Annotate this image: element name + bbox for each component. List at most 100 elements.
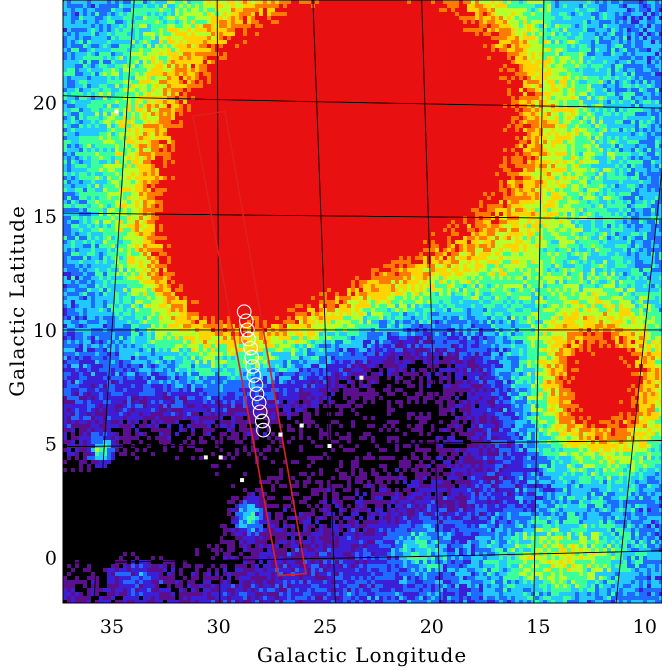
heatmap-cell — [115, 100, 119, 104]
heatmap-cell — [131, 116, 135, 120]
heatmap-cell — [555, 28, 559, 32]
heatmap-cell — [631, 128, 635, 132]
heatmap-cell — [283, 112, 287, 116]
heatmap-cell — [491, 108, 495, 112]
heatmap-cell — [455, 8, 459, 12]
heatmap-cell — [175, 116, 179, 120]
heatmap-cell — [631, 120, 635, 124]
heatmap-cell — [619, 76, 623, 80]
heatmap-cell — [331, 36, 335, 40]
heatmap-cell — [567, 56, 571, 60]
heatmap-cell — [427, 116, 431, 120]
heatmap-cell — [259, 56, 263, 60]
heatmap-cell — [431, 72, 435, 76]
heatmap-cell — [371, 68, 375, 72]
heatmap-cell — [647, 24, 651, 28]
heatmap-cell — [203, 68, 207, 72]
heatmap-cell — [135, 76, 139, 80]
heatmap-cell — [599, 12, 603, 16]
heatmap-cell — [327, 68, 331, 72]
heatmap-cell — [527, 56, 531, 60]
heatmap-cell — [483, 100, 487, 104]
heatmap-cell — [527, 108, 531, 112]
heatmap-cell — [571, 80, 575, 84]
heatmap-cell — [595, 48, 599, 52]
heatmap-cell — [511, 60, 515, 64]
heatmap-cell — [107, 36, 111, 40]
heatmap-cell — [435, 96, 439, 100]
heatmap-cell — [127, 40, 131, 44]
heatmap-cell — [103, 24, 107, 28]
heatmap-cell — [155, 12, 159, 16]
heatmap-cell — [67, 72, 71, 76]
heatmap-cell — [167, 12, 171, 16]
heatmap-cell — [535, 120, 539, 124]
heatmap-cell — [119, 32, 123, 36]
heatmap-cell — [331, 44, 335, 48]
heatmap-cell — [375, 76, 379, 80]
heatmap-cell — [267, 92, 271, 96]
heatmap-cell — [135, 124, 139, 128]
heatmap-cell — [359, 48, 363, 52]
heatmap-cell — [443, 120, 447, 124]
heatmap-cell — [431, 12, 435, 16]
heatmap-cell — [147, 40, 151, 44]
heatmap-cell — [587, 108, 591, 112]
heatmap-cell — [443, 92, 447, 96]
heatmap-cell — [379, 128, 383, 132]
heatmap-cell — [407, 96, 411, 100]
heatmap-cell — [107, 108, 111, 112]
heatmap-cell — [127, 0, 131, 4]
heatmap-cell — [235, 116, 239, 120]
heatmap-cell — [275, 120, 279, 124]
heatmap-cell — [403, 96, 407, 100]
heatmap-cell — [255, 20, 259, 24]
heatmap-cell — [227, 88, 231, 92]
heatmap-cell — [179, 48, 183, 52]
heatmap-cell — [207, 116, 211, 120]
heatmap-cell — [95, 32, 99, 36]
heatmap-cell — [119, 60, 123, 64]
heatmap-cell — [627, 88, 631, 92]
heatmap-cell — [607, 108, 611, 112]
heatmap-cell — [411, 88, 415, 92]
heatmap-cell — [407, 36, 411, 40]
heatmap-cell — [587, 120, 591, 124]
heatmap-cell — [451, 64, 455, 68]
heatmap-cell — [363, 24, 367, 28]
heatmap-cell — [447, 44, 451, 48]
heatmap-cell — [63, 60, 67, 64]
heatmap-cell — [275, 88, 279, 92]
heatmap-cell — [267, 84, 271, 88]
heatmap-cell — [399, 116, 403, 120]
heatmap-cell — [199, 108, 203, 112]
heatmap-cell — [535, 92, 539, 96]
heatmap-cell — [159, 40, 163, 44]
heatmap-cell — [339, 104, 343, 108]
heatmap-cell — [475, 116, 479, 120]
heatmap-cell — [535, 128, 539, 132]
heatmap-cell — [207, 68, 211, 72]
heatmap-cell — [459, 120, 463, 124]
heatmap-cell — [203, 24, 207, 28]
heatmap-cell — [119, 72, 123, 76]
heatmap-cell — [555, 60, 559, 64]
heatmap-cell — [151, 72, 155, 76]
heatmap-cell — [235, 60, 239, 64]
heatmap-cell — [371, 0, 375, 4]
heatmap-cell — [351, 16, 355, 20]
heatmap-cell — [571, 12, 575, 16]
heatmap-cell — [299, 72, 303, 76]
heatmap-cell — [371, 124, 375, 128]
heatmap-cell — [151, 84, 155, 88]
heatmap-cell — [443, 44, 447, 48]
heatmap-cell — [343, 60, 347, 64]
heatmap-cell — [287, 92, 291, 96]
heatmap-cell — [587, 116, 591, 120]
heatmap-cell — [551, 112, 555, 116]
heatmap-cell — [503, 4, 507, 8]
heatmap-cell — [111, 8, 115, 12]
heatmap-cell — [71, 44, 75, 48]
heatmap-cell — [403, 28, 407, 32]
heatmap-cell — [231, 92, 235, 96]
